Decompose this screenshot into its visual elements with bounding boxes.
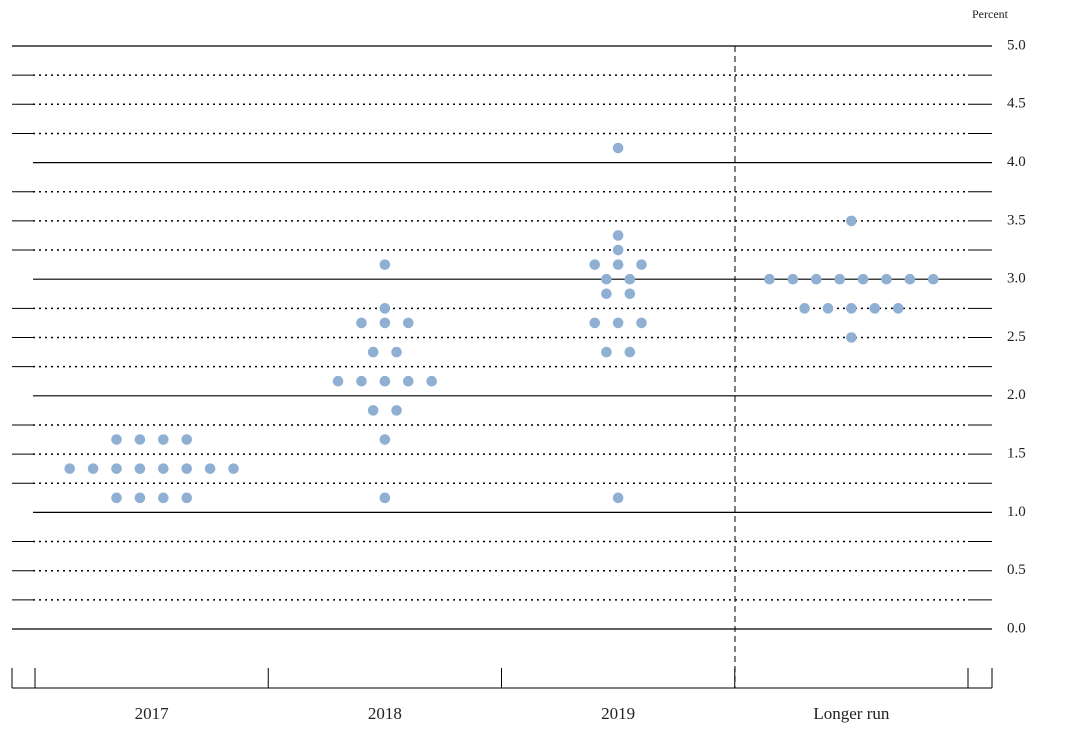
- dot: [332, 375, 344, 387]
- dot: [799, 303, 810, 314]
- dot: [624, 346, 636, 358]
- dot: [379, 317, 391, 329]
- dot: [846, 215, 857, 227]
- y-tick-label: 1.0: [1007, 504, 1026, 520]
- dot: [158, 434, 169, 445]
- dot: [601, 273, 612, 285]
- dot: [624, 288, 636, 300]
- dot: [391, 405, 402, 416]
- dot: [589, 259, 601, 270]
- dot: [379, 259, 391, 270]
- dot: [846, 332, 857, 343]
- y-tick-label: 3.0: [1007, 271, 1026, 287]
- dot: [612, 492, 624, 504]
- dot: [810, 273, 822, 285]
- dot: [181, 434, 193, 445]
- dot: [787, 273, 799, 285]
- y-tick-label: 4.0: [1007, 154, 1026, 170]
- dot: [426, 375, 437, 387]
- dot: [111, 463, 122, 474]
- dot: [927, 273, 939, 285]
- dot: [846, 303, 857, 314]
- dot: [636, 317, 647, 329]
- dot: [87, 463, 99, 474]
- dot: [367, 405, 379, 416]
- dot: [869, 303, 881, 314]
- dot: [134, 463, 146, 474]
- dot: [612, 259, 624, 270]
- dot: [64, 463, 76, 474]
- dot: [379, 375, 391, 387]
- dot: [158, 492, 169, 504]
- y-tick-label: 1.5: [1007, 446, 1026, 462]
- dot: [402, 317, 414, 329]
- dot: [111, 434, 122, 445]
- dot: [612, 244, 624, 256]
- dot: [881, 273, 892, 285]
- dot: [134, 434, 146, 445]
- dot: [857, 273, 869, 285]
- dot: [379, 303, 391, 314]
- y-tick-label: 5.0: [1007, 37, 1026, 53]
- dot: [589, 317, 601, 329]
- dot: [402, 375, 414, 387]
- dot: [204, 463, 216, 474]
- y-unit-label: Percent: [972, 7, 1009, 21]
- dot: [181, 492, 193, 504]
- dot: [601, 346, 612, 358]
- dot: [379, 434, 391, 445]
- y-tick-label: 0.5: [1007, 562, 1026, 578]
- dot: [391, 346, 402, 358]
- dot: [612, 317, 624, 329]
- dot: [111, 492, 122, 504]
- dot: [612, 142, 624, 154]
- y-tick-label: 2.0: [1007, 387, 1026, 403]
- dot: [356, 317, 367, 329]
- dot: [134, 492, 146, 504]
- dot: [356, 375, 367, 387]
- x-tick-label: 2019: [601, 704, 635, 723]
- dot: [822, 303, 834, 314]
- dot: [892, 303, 904, 314]
- dot: [636, 259, 647, 270]
- dot: [624, 273, 636, 285]
- x-tick-label: 2018: [368, 704, 402, 723]
- x-tick-label: Longer run: [813, 704, 890, 723]
- dot: [612, 230, 624, 241]
- dot: [904, 273, 916, 285]
- x-tick-label: 2017: [135, 704, 170, 723]
- y-tick-label: 0.0: [1007, 620, 1026, 636]
- dot: [601, 288, 612, 300]
- y-tick-label: 4.5: [1007, 96, 1026, 112]
- y-tick-label: 2.5: [1007, 329, 1026, 345]
- dot: [764, 273, 775, 285]
- y-tick-label: 3.5: [1007, 212, 1026, 228]
- dot: [379, 492, 391, 504]
- dot: [158, 463, 169, 474]
- dot: [367, 346, 379, 358]
- dot: [834, 273, 845, 285]
- dot: [228, 463, 239, 474]
- dot: [181, 463, 193, 474]
